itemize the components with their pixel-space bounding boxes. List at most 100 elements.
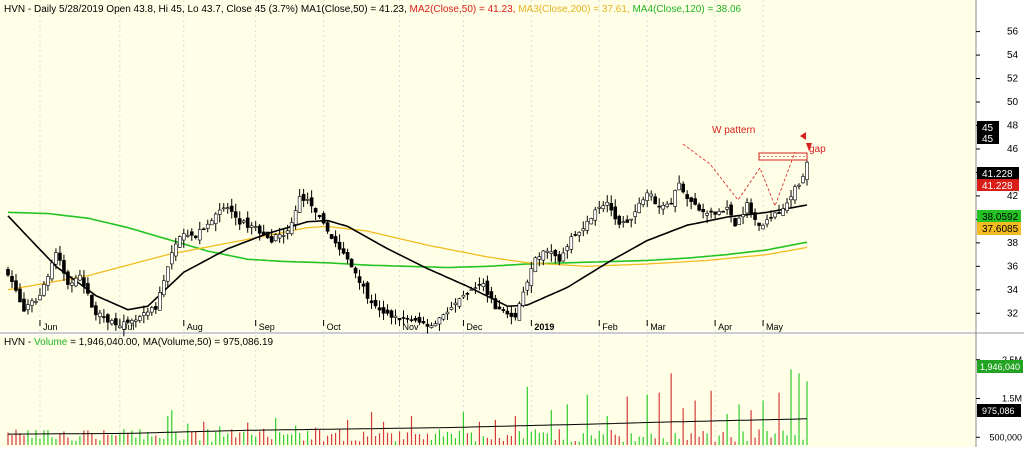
candle-body bbox=[697, 204, 701, 211]
candle-body bbox=[621, 221, 626, 224]
volume-header-symbol: HVN bbox=[4, 337, 25, 348]
candle-body bbox=[74, 277, 78, 287]
candle-body bbox=[225, 207, 230, 209]
candle-body bbox=[757, 222, 761, 226]
candle-body bbox=[577, 231, 582, 236]
candle-body bbox=[653, 196, 657, 205]
candle-body bbox=[289, 222, 294, 235]
candle-body bbox=[62, 260, 66, 274]
candle-body bbox=[737, 217, 741, 226]
candle-body bbox=[629, 218, 634, 221]
volume-badge: 1,946,040 bbox=[977, 360, 1023, 373]
candle-body bbox=[445, 311, 450, 315]
volume-ma-line bbox=[8, 418, 808, 435]
candle-body bbox=[146, 311, 150, 316]
ma1-badge-box bbox=[977, 167, 1019, 179]
candle-body bbox=[745, 202, 749, 214]
candle-body bbox=[269, 236, 274, 243]
candle-body bbox=[529, 268, 534, 286]
candle-body bbox=[357, 276, 362, 283]
candle-body bbox=[150, 307, 154, 313]
candle-body bbox=[142, 312, 146, 317]
candle-body bbox=[421, 321, 426, 324]
candle-body bbox=[493, 298, 498, 310]
price-tick-label: 48 bbox=[1007, 120, 1019, 131]
candle-body bbox=[185, 234, 190, 237]
volume-panel[interactable] bbox=[0, 335, 976, 447]
candle-body bbox=[86, 283, 90, 294]
candle-body bbox=[177, 236, 182, 248]
volume-ma-badge: 975,086 bbox=[977, 404, 1021, 417]
gap-annotation: gap bbox=[758, 132, 826, 161]
candle-body bbox=[345, 252, 350, 260]
candle-body bbox=[673, 190, 677, 207]
candle-body bbox=[729, 204, 733, 216]
w-pattern-annotation: W pattern bbox=[682, 125, 796, 208]
candle-body bbox=[441, 314, 446, 320]
candle-body bbox=[106, 314, 110, 323]
candle-body bbox=[261, 231, 266, 236]
ma2-badge-value: 41.228 bbox=[982, 181, 1013, 192]
candle-body bbox=[173, 243, 178, 257]
volume-tick-label: 1.5M bbox=[1002, 394, 1022, 404]
candle-body bbox=[281, 235, 286, 237]
price-tick-label: 56 bbox=[1007, 27, 1019, 38]
candle-body bbox=[26, 304, 30, 311]
ma3-badge-box bbox=[977, 222, 1021, 235]
month-label: Mar bbox=[650, 322, 666, 332]
candle-body bbox=[701, 208, 705, 213]
price-header-ma2: MA2(Close,50) = 41.23, bbox=[410, 4, 516, 15]
candle-body bbox=[110, 320, 114, 325]
candle-body bbox=[721, 210, 725, 213]
price-header-ma3: MA3(Close,200) = 37.61, bbox=[518, 4, 629, 15]
candle-body bbox=[257, 225, 262, 234]
month-label: Aug bbox=[187, 322, 203, 332]
price-panel[interactable] bbox=[0, 0, 976, 331]
candle-body bbox=[437, 317, 442, 325]
candle-body bbox=[801, 176, 805, 184]
candle-body bbox=[98, 312, 102, 318]
candle-body bbox=[409, 319, 414, 321]
candle-body bbox=[353, 267, 358, 274]
candle-body bbox=[477, 284, 482, 286]
ma3-badge: 37.6085 bbox=[977, 222, 1021, 235]
candle-body bbox=[657, 205, 661, 208]
candle-body bbox=[669, 202, 673, 205]
candle-body bbox=[689, 197, 693, 202]
candle-body bbox=[138, 316, 142, 321]
candle-body bbox=[162, 280, 166, 296]
close-badge: 45 45 bbox=[977, 121, 999, 145]
candle-body bbox=[50, 262, 54, 280]
candle-body bbox=[401, 317, 406, 319]
candle-body bbox=[569, 236, 574, 250]
candle-body bbox=[605, 202, 610, 206]
candle-body bbox=[533, 257, 538, 273]
month-label: May bbox=[766, 322, 784, 332]
price-tick-label: 54 bbox=[1007, 50, 1019, 61]
month-label: Apr bbox=[718, 322, 732, 332]
arrow-down-icon bbox=[806, 143, 812, 151]
candle-body bbox=[665, 203, 669, 207]
candle-body bbox=[557, 254, 562, 262]
candle-body bbox=[501, 309, 506, 311]
month-label: Feb bbox=[602, 322, 618, 332]
w-pattern-label: W pattern bbox=[712, 125, 755, 136]
candle-body bbox=[465, 293, 470, 295]
candle-body bbox=[197, 229, 202, 241]
candle-body bbox=[725, 206, 729, 210]
candle-body bbox=[537, 256, 542, 260]
candle-body bbox=[169, 252, 174, 265]
month-label: Jun bbox=[43, 322, 58, 332]
ma1-line bbox=[7, 204, 808, 311]
candle-body bbox=[385, 309, 390, 314]
candle-body bbox=[229, 205, 234, 212]
candle-body bbox=[561, 252, 566, 262]
candle-body bbox=[405, 317, 410, 320]
candle-body bbox=[313, 208, 318, 213]
candle-body bbox=[130, 320, 134, 324]
candle-body bbox=[201, 228, 206, 231]
candle-body bbox=[797, 184, 801, 187]
close-badge-value-2: 45 bbox=[982, 134, 994, 145]
